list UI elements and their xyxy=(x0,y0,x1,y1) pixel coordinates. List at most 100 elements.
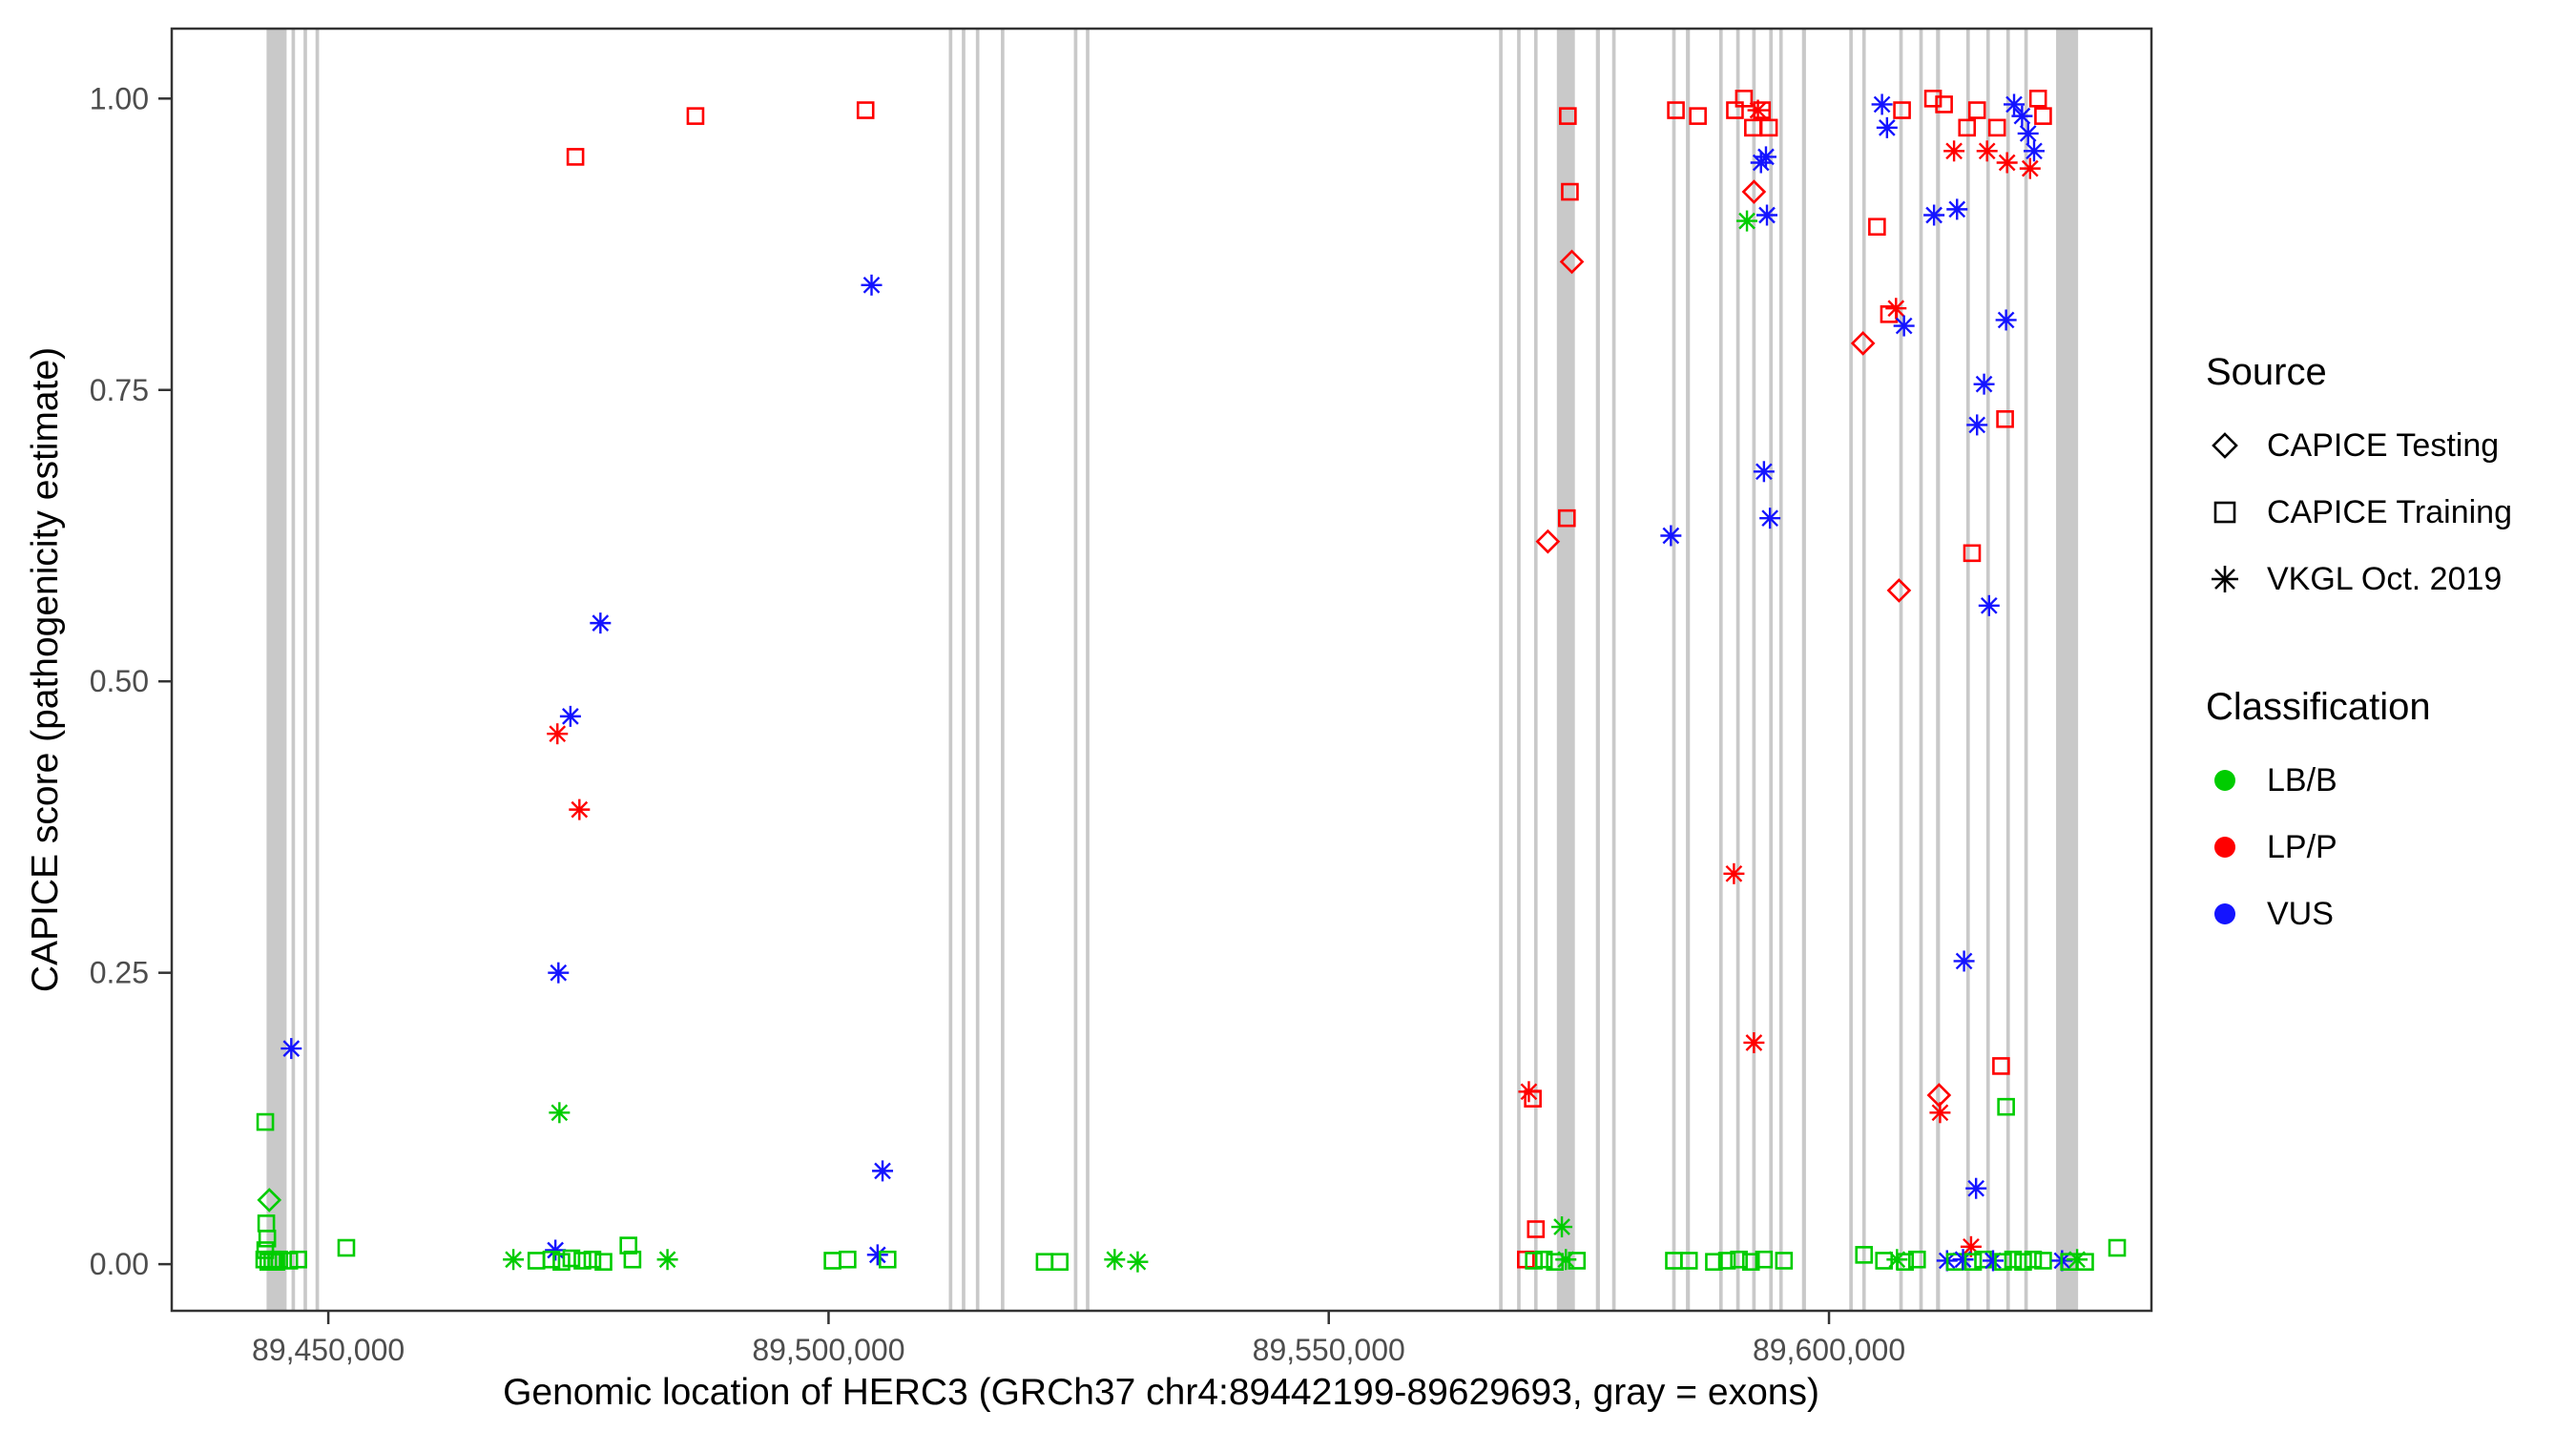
exon-bar xyxy=(1517,29,1521,1311)
y-tick-label: 0.25 xyxy=(90,956,149,990)
data-point xyxy=(280,1252,299,1270)
data-point xyxy=(1963,1253,1983,1271)
data-point xyxy=(1534,1250,1553,1269)
data-point xyxy=(1935,95,1953,114)
exon-bar xyxy=(1849,29,1853,1311)
exon-bar xyxy=(1718,29,1723,1311)
y-tick-label: 0.00 xyxy=(90,1247,149,1281)
exon-bar xyxy=(1611,29,1616,1311)
data-point xyxy=(656,1249,678,1271)
legend-section-source: Source CAPICE Testing CAPICE Training xyxy=(2206,351,2512,598)
data-point xyxy=(1741,1253,1760,1271)
data-point xyxy=(856,101,875,119)
data-point xyxy=(1994,1253,2012,1271)
data-point xyxy=(573,1252,592,1270)
x-tick-label: 89,550,000 xyxy=(1253,1333,1405,1367)
plot-border xyxy=(170,27,2153,1313)
data-point xyxy=(1850,331,1876,356)
red-dot-icon xyxy=(2214,837,2235,858)
data-point xyxy=(1730,1250,1748,1269)
data-point xyxy=(1535,529,1561,554)
exon-bar xyxy=(1556,29,1575,1311)
data-point xyxy=(1868,218,1886,237)
data-point xyxy=(686,107,705,125)
data-point xyxy=(1755,146,1776,168)
y-tick-label: 0.75 xyxy=(90,373,149,407)
data-point xyxy=(1973,373,1995,395)
legend-item-label: CAPICE Testing xyxy=(2267,426,2500,464)
data-point xyxy=(1978,594,2000,616)
exon-bar xyxy=(291,29,296,1311)
exon-bar xyxy=(1965,29,1970,1311)
data-point xyxy=(1525,1252,1543,1270)
data-point xyxy=(1555,1249,1577,1271)
exon-bar xyxy=(1861,29,1866,1311)
exon-bar xyxy=(1936,29,1941,1311)
data-point xyxy=(2011,105,2033,127)
data-point xyxy=(1759,508,1781,529)
data-point xyxy=(1050,1253,1069,1271)
data-point xyxy=(1875,1252,1894,1270)
data-point xyxy=(1987,118,2006,137)
data-point xyxy=(1568,1252,1587,1270)
data-point xyxy=(1923,90,1942,108)
data-point xyxy=(1755,1250,1774,1269)
data-point xyxy=(503,1249,525,1271)
data-point xyxy=(289,1250,307,1269)
data-point xyxy=(1958,118,1977,137)
data-point xyxy=(566,148,585,166)
data-point xyxy=(1943,140,1965,162)
exon-bar xyxy=(1073,29,1078,1311)
exon-bar xyxy=(1899,29,1903,1311)
data-point xyxy=(552,1253,571,1271)
exon-bar xyxy=(266,29,287,1311)
data-point xyxy=(258,1229,277,1248)
data-point xyxy=(872,1160,894,1182)
asterisk-icon xyxy=(2212,566,2238,592)
data-point xyxy=(1996,152,2018,174)
exon-bar xyxy=(303,29,307,1311)
exon-bar xyxy=(1735,29,1740,1311)
data-point xyxy=(619,1236,637,1255)
data-point xyxy=(527,1252,546,1270)
data-point xyxy=(257,1188,282,1213)
exon-bar xyxy=(975,29,980,1311)
data-point xyxy=(1953,950,1975,972)
data-point xyxy=(1946,198,1968,220)
data-point xyxy=(1966,414,1988,436)
data-point xyxy=(1559,107,1577,125)
data-point xyxy=(542,1250,561,1269)
data-point xyxy=(1035,1253,1054,1271)
data-point xyxy=(1908,1250,1926,1269)
data-point xyxy=(1976,140,1998,162)
data-point xyxy=(839,1250,857,1269)
data-point xyxy=(559,705,581,727)
data-point xyxy=(2034,1252,2052,1270)
data-point xyxy=(594,1253,613,1271)
x-axis-title: Genomic location of HERC3 (GRCh37 chr4:8… xyxy=(503,1372,1819,1413)
exon-bar xyxy=(2056,29,2079,1311)
legend-item-capice-testing: CAPICE Testing xyxy=(2206,426,2512,465)
exon-bar xyxy=(1778,29,1783,1311)
data-point xyxy=(1561,182,1579,201)
data-point xyxy=(1753,461,1775,483)
data-point xyxy=(1717,1252,1736,1270)
legend-item-label: CAPICE Training xyxy=(2267,493,2512,530)
square-icon xyxy=(2213,501,2236,524)
data-point xyxy=(548,962,570,984)
data-point xyxy=(1893,101,1911,119)
data-point xyxy=(1660,525,1682,547)
legend-source-title: Source xyxy=(2206,351,2327,393)
y-tick-label: 1.00 xyxy=(90,81,149,115)
data-point xyxy=(1929,1102,1951,1124)
exon-bar xyxy=(1686,29,1691,1311)
exon-bar xyxy=(1001,29,1005,1311)
blue-dot-icon xyxy=(2214,903,2235,924)
legend-item-label: LP/P xyxy=(2267,828,2337,865)
data-point xyxy=(1876,116,1898,138)
data-point xyxy=(256,1112,275,1131)
data-point xyxy=(2004,1250,2023,1269)
data-point xyxy=(1952,1249,1974,1271)
data-point xyxy=(280,1038,302,1060)
exon-bar xyxy=(1752,29,1756,1311)
